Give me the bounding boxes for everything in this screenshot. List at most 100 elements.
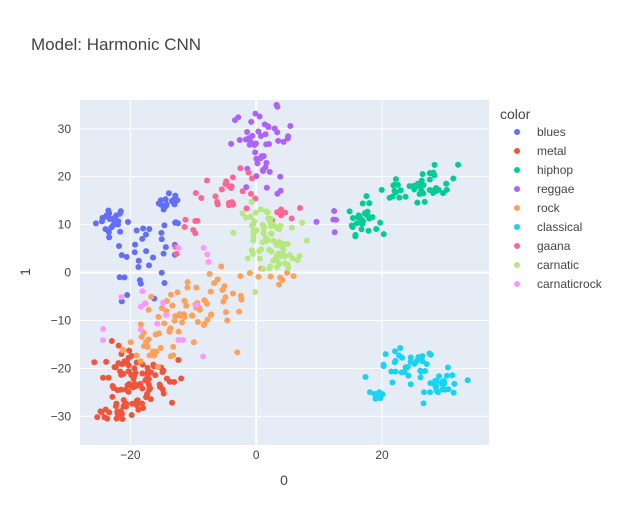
- data-point: [147, 396, 154, 403]
- data-point: [148, 293, 155, 300]
- data-point: [129, 400, 136, 407]
- data-point: [104, 415, 111, 422]
- data-point: [378, 186, 385, 193]
- data-point: [124, 359, 131, 366]
- data-point: [366, 200, 373, 207]
- data-point: [243, 214, 250, 221]
- data-point: [239, 188, 246, 195]
- data-point: [355, 212, 362, 219]
- legend-item-metal[interactable]: metal: [514, 144, 566, 158]
- x-tick-label: −20: [120, 448, 141, 462]
- legend-marker: [514, 243, 520, 249]
- data-point: [268, 223, 275, 230]
- x-tick-label: 20: [375, 448, 389, 462]
- data-point: [440, 190, 447, 197]
- data-point: [250, 229, 257, 236]
- data-point: [116, 274, 123, 281]
- data-point: [140, 343, 147, 350]
- data-point: [225, 199, 232, 206]
- data-point: [258, 246, 265, 253]
- series-blues: [92, 190, 182, 305]
- data-point: [455, 161, 462, 168]
- legend-item-reggae[interactable]: reggae: [514, 182, 575, 196]
- legend-item-carnatic[interactable]: carnatic: [514, 258, 579, 272]
- y-tick-labels: −30 −20 −10 0 10 20 30: [51, 122, 72, 424]
- data-point: [200, 321, 207, 328]
- data-point: [389, 379, 396, 386]
- legend-marker: [514, 205, 520, 211]
- data-point: [169, 302, 176, 309]
- data-point: [382, 351, 389, 358]
- data-point: [285, 264, 292, 271]
- data-point: [203, 177, 210, 184]
- legend-label: rock: [537, 201, 561, 215]
- data-point: [390, 182, 397, 189]
- legend: color blues metal hiphop reggae rock classica…: [500, 106, 603, 291]
- data-point: [160, 367, 167, 374]
- data-point: [150, 254, 157, 261]
- data-point: [417, 182, 424, 189]
- data-point: [92, 220, 99, 227]
- legend-marker: [514, 224, 520, 230]
- data-point: [256, 255, 263, 262]
- data-point: [391, 187, 398, 194]
- data-point: [169, 399, 176, 406]
- data-point: [288, 215, 295, 222]
- legend-item-carnaticrock[interactable]: carnaticrock: [514, 277, 603, 291]
- data-point: [420, 400, 427, 407]
- series-hiphop: [346, 161, 462, 240]
- legend-marker: [514, 186, 520, 192]
- data-point: [252, 149, 259, 156]
- legend-item-blues[interactable]: blues: [514, 125, 566, 139]
- data-point: [363, 193, 370, 200]
- series-rock: [119, 263, 297, 370]
- data-point: [119, 361, 126, 368]
- data-point: [161, 222, 168, 229]
- legend-title: color: [500, 106, 531, 122]
- data-point: [158, 305, 165, 312]
- data-point: [128, 352, 135, 359]
- data-point: [270, 237, 277, 244]
- data-point: [365, 227, 372, 234]
- data-point: [284, 269, 291, 276]
- data-point: [106, 234, 113, 241]
- data-point: [397, 345, 404, 352]
- legend-item-rock[interactable]: rock: [514, 201, 561, 215]
- series-classical: [362, 345, 471, 407]
- data-point: [105, 207, 112, 214]
- data-point: [346, 208, 353, 215]
- data-point: [137, 321, 144, 328]
- data-point: [181, 313, 188, 320]
- data-point: [392, 357, 399, 364]
- data-point: [257, 155, 264, 162]
- legend-item-hiphop[interactable]: hiphop: [514, 163, 573, 177]
- series-reggae: [228, 101, 340, 236]
- data-point: [277, 187, 284, 194]
- legend-marker: [514, 167, 520, 173]
- data-point: [427, 351, 434, 358]
- legend-item-classical[interactable]: classical: [514, 220, 582, 234]
- data-point: [244, 255, 251, 262]
- data-point: [190, 339, 197, 346]
- data-point: [154, 320, 161, 327]
- data-point: [244, 129, 251, 136]
- data-point: [256, 113, 263, 120]
- data-point: [161, 203, 168, 210]
- data-point: [435, 373, 442, 380]
- data-point: [391, 348, 398, 355]
- data-point: [230, 229, 237, 236]
- data-point: [373, 225, 380, 232]
- data-point: [180, 336, 187, 343]
- data-point: [285, 133, 292, 140]
- data-point: [224, 317, 231, 324]
- data-point: [242, 136, 249, 143]
- data-point: [246, 141, 253, 148]
- data-point: [98, 218, 105, 225]
- data-point: [229, 174, 236, 181]
- data-point: [214, 276, 221, 283]
- data-point: [236, 136, 243, 143]
- legend-item-gaana[interactable]: gaana: [514, 239, 571, 253]
- data-point: [126, 347, 133, 354]
- data-point: [267, 273, 274, 280]
